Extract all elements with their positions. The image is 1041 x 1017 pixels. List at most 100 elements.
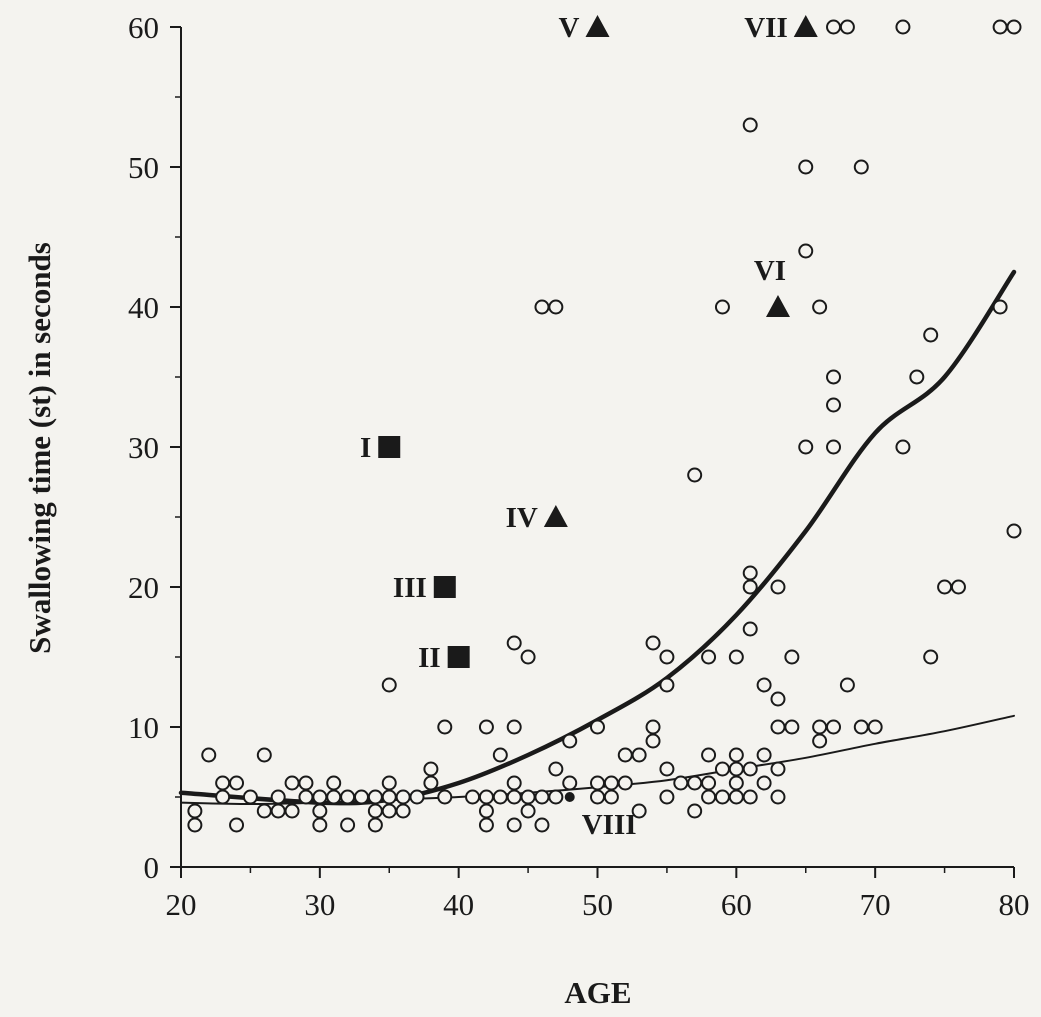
open-circle-point bbox=[714, 789, 730, 805]
open-circle-point bbox=[256, 747, 272, 763]
open-circle-point bbox=[603, 775, 619, 791]
open-circle-point bbox=[465, 789, 481, 805]
open-circle-point bbox=[395, 803, 411, 819]
case-label-I: I bbox=[360, 432, 371, 464]
open-circle-point bbox=[506, 719, 522, 735]
open-circle-point bbox=[506, 775, 522, 791]
open-circle-point bbox=[728, 649, 744, 665]
open-circle-point bbox=[826, 369, 842, 385]
open-circle-point bbox=[534, 299, 550, 315]
open-circle-point bbox=[839, 19, 855, 35]
open-circle-point bbox=[728, 761, 744, 777]
open-circle-point bbox=[742, 117, 758, 133]
y-tick-label: 50 bbox=[128, 150, 159, 185]
open-circle-point bbox=[770, 691, 786, 707]
y-tick-label: 0 bbox=[144, 850, 160, 885]
open-circle-point bbox=[312, 789, 328, 805]
x-axis-title: AGE bbox=[564, 975, 631, 1010]
square-point bbox=[433, 576, 456, 598]
open-circle-point bbox=[534, 817, 550, 833]
open-circle-point bbox=[937, 579, 953, 595]
x-tick-label: 50 bbox=[582, 887, 613, 922]
y-tick-label: 10 bbox=[128, 710, 159, 745]
x-tick-label: 80 bbox=[999, 887, 1030, 922]
open-circle-point bbox=[798, 243, 814, 259]
open-circle-point bbox=[492, 747, 508, 763]
case-label-II: II bbox=[418, 642, 441, 674]
open-circle-point bbox=[895, 439, 911, 455]
open-circle-point bbox=[478, 789, 494, 805]
open-circle-point bbox=[229, 775, 245, 791]
axes: 20 30 40 50 60 70 80 0 10 20 30 40 50 60 bbox=[128, 10, 1030, 922]
open-circle-point bbox=[326, 789, 342, 805]
open-circle-point bbox=[645, 719, 661, 735]
open-circle-point bbox=[839, 677, 855, 693]
open-circle-point bbox=[590, 775, 605, 791]
square-point bbox=[378, 436, 401, 458]
y-tick-label: 20 bbox=[128, 570, 159, 605]
y-axis-title: Swallowing time (st) in seconds bbox=[22, 242, 57, 654]
open-circle-point bbox=[367, 789, 383, 805]
open-circle-point bbox=[478, 803, 494, 819]
open-circle-point bbox=[923, 649, 939, 665]
open-circle-point bbox=[826, 397, 842, 413]
case-label-VII: VII bbox=[744, 12, 788, 44]
open-circle-point bbox=[437, 719, 453, 735]
open-circle-point bbox=[215, 789, 231, 805]
open-circle-point bbox=[812, 299, 828, 315]
y-tick-label: 60 bbox=[128, 10, 159, 45]
open-circle-point bbox=[728, 789, 744, 805]
open-circle-point bbox=[756, 747, 772, 763]
open-circle-point bbox=[353, 789, 369, 805]
open-circle-point bbox=[590, 719, 605, 735]
open-circle-point bbox=[770, 579, 786, 595]
open-circle-point bbox=[812, 733, 828, 749]
open-circle-point bbox=[728, 775, 744, 791]
open-circle-point bbox=[798, 439, 814, 455]
case-label-III: III bbox=[393, 572, 427, 604]
open-circle-point bbox=[506, 817, 522, 833]
open-circle-point bbox=[520, 789, 536, 805]
open-circle-point bbox=[798, 159, 814, 175]
open-circle-point bbox=[409, 789, 425, 805]
triangle-point bbox=[585, 15, 610, 37]
open-circle-point bbox=[742, 621, 758, 637]
open-circle-point bbox=[367, 817, 383, 833]
open-circle-point bbox=[701, 649, 717, 665]
open-circle-point bbox=[756, 775, 772, 791]
open-circle-point bbox=[215, 775, 231, 791]
open-circle-point bbox=[340, 789, 356, 805]
open-circle-point bbox=[645, 635, 661, 651]
open-circle-point bbox=[312, 803, 328, 819]
open-circle-point bbox=[659, 789, 675, 805]
open-circle-point bbox=[534, 789, 550, 805]
open-circle-point bbox=[478, 817, 494, 833]
open-circle-point bbox=[895, 19, 911, 35]
open-circle-point bbox=[437, 789, 453, 805]
x-tick-label: 60 bbox=[721, 887, 752, 922]
open-circle-point bbox=[784, 649, 800, 665]
open-circle-point bbox=[659, 677, 675, 693]
open-circle-point bbox=[395, 789, 411, 805]
open-circle-point bbox=[701, 775, 717, 791]
open-circle-point bbox=[381, 789, 397, 805]
open-circle-point bbox=[1006, 523, 1022, 539]
open-circle-point bbox=[187, 803, 203, 819]
open-circle-point bbox=[742, 789, 758, 805]
open-circle-point bbox=[590, 789, 605, 805]
open-circle-point bbox=[548, 761, 564, 777]
case-label-VI: VI bbox=[754, 255, 786, 287]
open-circle-point bbox=[950, 579, 966, 595]
open-circle-point bbox=[617, 747, 633, 763]
open-circle-point bbox=[326, 775, 342, 791]
x-tick-label: 40 bbox=[443, 887, 474, 922]
open-circle-point bbox=[229, 817, 245, 833]
open-circle-point bbox=[784, 719, 800, 735]
open-circle-point bbox=[423, 761, 439, 777]
open-circle-point bbox=[520, 649, 536, 665]
open-circle-point bbox=[381, 677, 397, 693]
open-circle-point bbox=[548, 299, 564, 315]
open-circle-point bbox=[298, 789, 314, 805]
open-circle-point bbox=[853, 719, 869, 735]
open-circle-point bbox=[826, 19, 842, 35]
